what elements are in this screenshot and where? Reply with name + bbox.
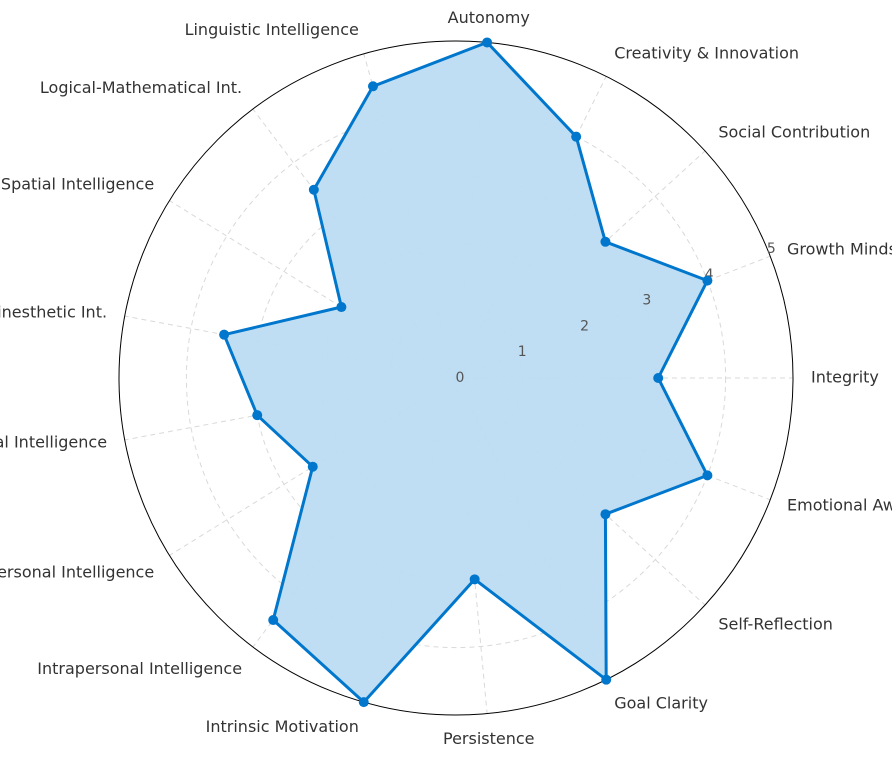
radar-labels: Integrity Growth Mindset Social Contributi… [0, 8, 892, 748]
radar-data: 0 1 2 3 4 5 [219, 37, 776, 708]
radial-tick-label: 3 [642, 293, 651, 309]
axis-label: Self-Reflection [718, 615, 833, 634]
data-point-10 [307, 461, 318, 472]
axis-label: Logical-Mathematical Int. [40, 78, 242, 97]
axis-label: Persistence [443, 729, 535, 748]
outer-ring [118, 40, 794, 716]
axis-label: Musical Intelligence [0, 433, 107, 452]
data-point-3 [571, 131, 582, 142]
series-line [222, 40, 709, 704]
axis-label: Autonomy [448, 8, 530, 27]
data-point-13 [469, 574, 480, 585]
radial-tick-label: 1 [518, 344, 527, 360]
data-point-7 [336, 302, 347, 313]
data-point-2 [600, 236, 611, 247]
data-point-6 [308, 184, 319, 195]
data-point-14 [601, 674, 612, 685]
axis-label: Bodily-Kinesthetic Int. [0, 302, 107, 321]
data-point-4 [482, 37, 493, 48]
data-point-15 [600, 509, 611, 520]
axis-label: Intrapersonal Intelligence [37, 659, 242, 678]
data-point-16 [702, 470, 713, 481]
axis-label: Goal Clarity [614, 693, 708, 712]
axis-label: Interpersonal Intelligence [0, 562, 154, 581]
axis-label: Emotional Awareness [787, 496, 892, 515]
data-point-1 [702, 275, 713, 286]
data-point-5 [367, 81, 378, 92]
axis-label: Linguistic Intelligence [185, 20, 359, 39]
axis-label: Creativity & Innovation [614, 44, 799, 63]
axis-label: Growth Mindset [787, 239, 892, 258]
data-point-0 [653, 373, 664, 383]
radial-tick-label: 2 [580, 318, 589, 334]
radial-tick-label: 0 [456, 370, 465, 386]
axis-label: Social Contribution [718, 122, 870, 141]
radial-tick-label: 5 [767, 241, 776, 257]
radial-tick-label: 4 [705, 267, 714, 283]
data-point-8 [219, 329, 230, 340]
axis-label: Integrity [811, 368, 879, 387]
data-point-9 [252, 410, 263, 421]
data-point-11 [268, 615, 279, 626]
series-fill [224, 42, 708, 703]
axis-label: Intrinsic Motivation [206, 717, 359, 736]
axis-label: Spatial Intelligence [1, 175, 154, 194]
data-point-12 [358, 697, 369, 708]
